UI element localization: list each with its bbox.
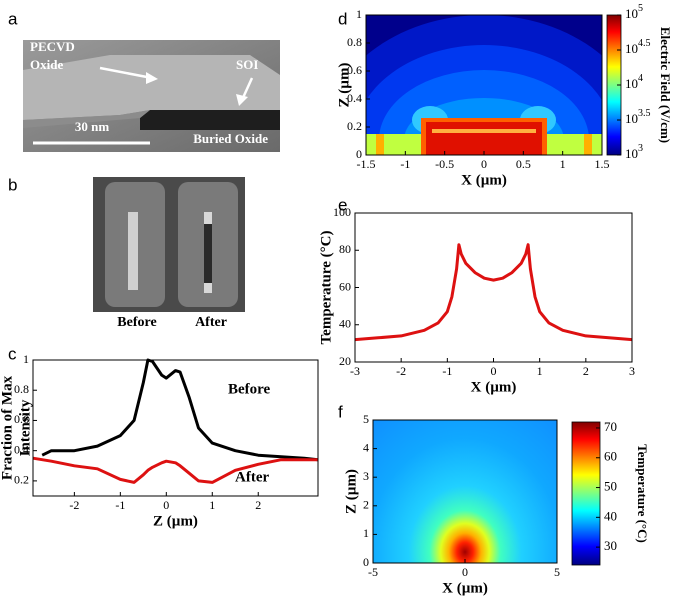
- y-axis-label: Z (µm): [336, 63, 352, 108]
- panel-label: e: [338, 195, 347, 214]
- y-tick-label: 5: [363, 412, 369, 426]
- y-tick-label: 0.4: [14, 442, 29, 456]
- x-tick-label: 1: [560, 157, 566, 171]
- x-tick-label: 1: [209, 498, 215, 512]
- colorbar-tick-label: 30: [604, 538, 617, 553]
- x-tick-label: 1.5: [595, 157, 610, 171]
- annotation: Buried Oxide: [193, 131, 268, 146]
- x-tick-label: 0: [462, 565, 468, 579]
- x-tick-label: 1: [537, 364, 543, 378]
- x-tick-label: 0: [491, 364, 497, 378]
- y-axis-label: Fraction of Max: [0, 375, 15, 480]
- y-tick-label: 1: [23, 352, 29, 366]
- colorbar-label: Temperature (°C): [635, 444, 650, 543]
- x-axis-label: Z (µm): [153, 513, 198, 529]
- y-tick-label: 0: [356, 147, 362, 161]
- line-series: [32, 456, 318, 484]
- x-axis-label: X (µm): [442, 580, 488, 596]
- colorbar-tick-label: 70: [604, 419, 617, 434]
- panel-label: d: [338, 9, 347, 28]
- x-axis-label: X (µm): [461, 172, 507, 188]
- x-tick-label: 5: [554, 565, 560, 579]
- x-tick-label: -1: [442, 364, 452, 378]
- colorbar: [571, 421, 601, 566]
- y-tick-label: 40: [339, 317, 351, 331]
- plot-frame: [32, 359, 319, 497]
- x-tick-label: -0.5: [435, 157, 454, 171]
- colorbar-tick-label: 103: [625, 143, 643, 161]
- y-tick-label: 0.8: [14, 382, 29, 396]
- x-tick-label: -1.5: [357, 157, 376, 171]
- image-b: [93, 177, 245, 312]
- y-tick-label: 0: [363, 555, 369, 569]
- x-tick-label: -1: [400, 157, 410, 171]
- sem-image-a: [23, 40, 280, 152]
- panel-label: c: [8, 344, 17, 363]
- colorbar-tick-label: 104: [625, 73, 643, 91]
- y-tick-label: 20: [339, 354, 351, 368]
- colorbar-tick-label: 40: [604, 508, 617, 523]
- y-tick-label: 100: [333, 205, 351, 219]
- x-tick-label: 0: [481, 157, 487, 171]
- y-tick-label: 2: [363, 498, 369, 512]
- y-tick-label: 80: [339, 242, 351, 256]
- x-tick-label: -1: [115, 498, 125, 512]
- x-tick-label: -3: [350, 364, 360, 378]
- y-tick-label: 0.2: [347, 119, 362, 133]
- colorbar-tick-label: 104.5: [625, 38, 651, 56]
- x-tick-label: -2: [69, 498, 79, 512]
- scale-bar-label: 30 nm: [75, 119, 109, 134]
- annotation: Oxide: [30, 57, 63, 72]
- y-tick-label: 3: [363, 469, 369, 483]
- x-tick-label: -2: [396, 364, 406, 378]
- image-label: After: [195, 315, 227, 330]
- x-tick-label: 0: [163, 498, 169, 512]
- y-tick-label: 60: [339, 279, 351, 293]
- y-tick-label: 0.6: [347, 63, 362, 77]
- x-tick-label: -5: [368, 565, 378, 579]
- heatmap-d: [366, 15, 602, 155]
- colorbar-tick-label: 60: [604, 449, 617, 464]
- x-tick-label: 2: [255, 498, 261, 512]
- y-tick-label: 0.2: [14, 473, 29, 487]
- panel-label: b: [8, 175, 17, 194]
- y-tick-label: 0.6: [14, 412, 29, 426]
- colorbar-tick-label: 105: [625, 3, 643, 21]
- y-tick-label: 0.4: [347, 91, 362, 105]
- plot-frame: [354, 212, 633, 363]
- series-label: Before: [228, 381, 271, 397]
- x-axis-label: X (µm): [471, 379, 517, 395]
- annotation: PECVD: [30, 39, 75, 54]
- x-tick-label: 0.5: [516, 157, 531, 171]
- x-tick-label: 2: [583, 364, 589, 378]
- colorbar-tick-label: 103.5: [625, 108, 651, 126]
- y-tick-label: 1: [356, 7, 362, 21]
- panel-label: a: [8, 9, 18, 28]
- heatmap-f: [373, 420, 557, 563]
- y-axis-label: Temperature (°C): [318, 231, 334, 345]
- x-tick-label: 3: [629, 364, 635, 378]
- panel-label: f: [338, 402, 343, 421]
- y-axis-label: Intensity: [17, 399, 33, 456]
- series-label: After: [235, 469, 269, 485]
- colorbar-label: Electric Field (V/cm): [658, 27, 673, 143]
- colorbar-tick-label: 50: [604, 479, 617, 494]
- line-series: [354, 243, 633, 342]
- annotation: SOI: [236, 57, 258, 72]
- image-label: Before: [117, 315, 156, 330]
- y-axis-label: Z (µm): [343, 469, 359, 514]
- y-tick-label: 0.8: [347, 35, 362, 49]
- y-tick-label: 4: [363, 440, 369, 454]
- y-tick-label: 1: [363, 526, 369, 540]
- line-series: [41, 358, 319, 462]
